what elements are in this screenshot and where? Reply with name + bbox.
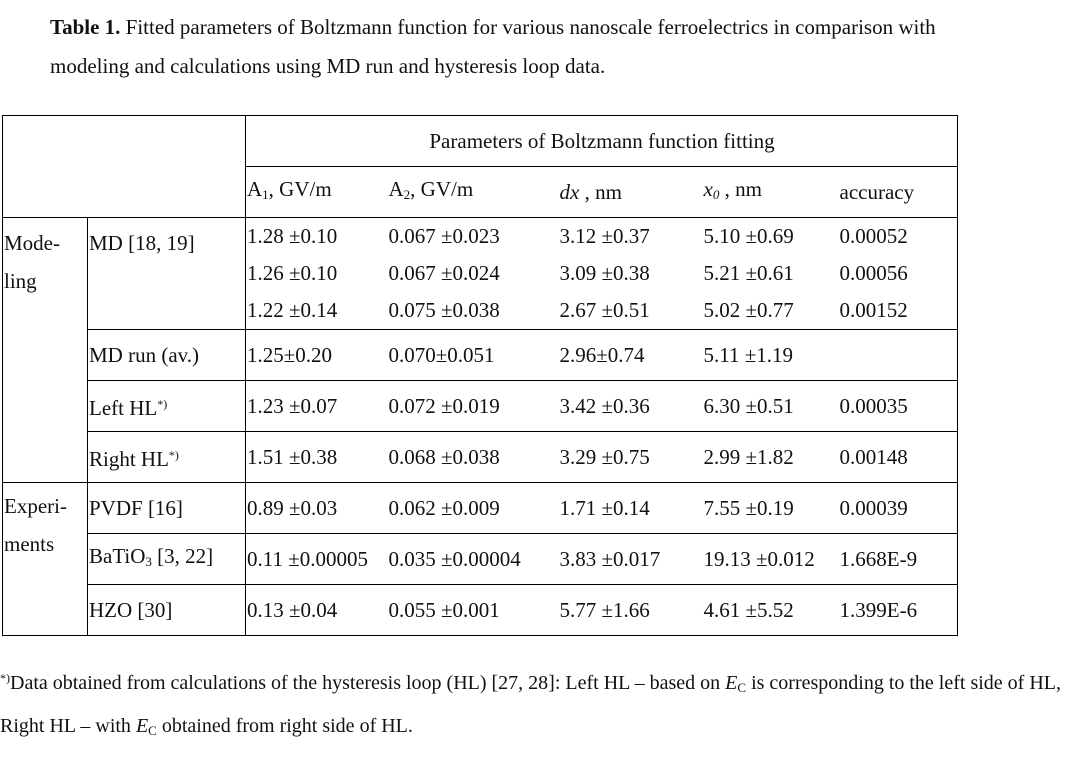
cell-lefthl-a2: 0.072 ±0.019 <box>387 380 559 432</box>
cell-pvdf-dx: 1.71 ±0.14 <box>558 482 703 534</box>
cell-pvdf-accuracy: 0.00039 <box>838 482 958 534</box>
cell-md-1-accuracy: 0.00052 <box>838 217 958 255</box>
cell-pvdf-a2: 0.062 ±0.009 <box>387 482 559 534</box>
cell-righthl-x0: 2.99 ±1.82 <box>702 431 839 483</box>
cell-pvdf-a1: 0.89 ±0.03 <box>245 482 388 534</box>
cell-righthl-a2: 0.068 ±0.038 <box>387 431 559 483</box>
cell-md-3-x0: 5.02 ±0.77 <box>703 298 794 322</box>
row-label-hzo: HZO [30] <box>87 584 246 636</box>
cell-mdrun-a2: 0.070±0.051 <box>387 329 559 381</box>
cell-hzo-dx: 5.77 ±1.66 <box>558 584 703 636</box>
footnote-text-2: is corresponding to the left side of HL,… <box>0 672 1061 737</box>
footnote-ec-sub-1: C <box>737 680 747 695</box>
cell-batio-accuracy: 1.668E-9 <box>838 533 958 585</box>
cell-lefthl-a1: 1.23 ±0.07 <box>245 380 388 432</box>
cell-md-1-dx: 3.12 ±0.37 <box>558 217 703 255</box>
cell-md-3-accuracy: 0.00152 <box>838 292 958 330</box>
col-header-a1: A1, GV/m <box>247 177 332 202</box>
cell-md-3-a1: 1.22 ±0.14 <box>245 292 388 330</box>
cell-hzo-x0: 4.61 ±5.52 <box>702 584 839 636</box>
row-label-pvdf: PVDF [16] <box>87 482 246 534</box>
caption-text: Fitted parameters of Boltzmann function … <box>50 15 936 78</box>
footnote-ec-sub-2: C <box>148 723 157 738</box>
group-header: Parameters of Boltzmann function fitting <box>245 115 958 167</box>
cell-md-2-dx: 3.09 ±0.38 <box>559 261 650 285</box>
cell-mdrun-accuracy <box>838 329 958 381</box>
row-label-batio3: BaTiO3 [3, 22] <box>87 533 246 585</box>
cell-md-2-accuracy: 0.00056 <box>838 255 958 292</box>
cell-righthl-a1: 1.51 ±0.38 <box>245 431 388 483</box>
footnote-text-3: obtained from right side of HL. <box>156 715 413 737</box>
cell-lefthl-x0: 6.30 ±0.51 <box>702 380 839 432</box>
col-header-dx: dx , nm <box>559 179 622 204</box>
cell-md-2-x0: 5.21 ±0.61 <box>703 261 794 285</box>
cell-righthl-dx: 3.29 ±0.75 <box>558 431 703 483</box>
footnote-ec-symbol-1: E <box>725 672 738 694</box>
cell-batio-a1: 0.11 ±0.00005 <box>245 533 388 585</box>
cell-batio-x0: 19.13 ±0.012 <box>702 533 839 585</box>
section-label-modeling: Mode- ling <box>2 217 88 483</box>
cell-lefthl-dx: 3.42 ±0.36 <box>558 380 703 432</box>
cell-mdrun-dx: 2.96±0.74 <box>558 329 703 381</box>
cell-hzo-a2: 0.055 ±0.001 <box>387 584 559 636</box>
cell-hzo-a1: 0.13 ±0.04 <box>245 584 388 636</box>
row-label-md: MD [18, 19] <box>87 217 246 330</box>
caption-label: Table 1. <box>50 15 121 39</box>
cell-hzo-accuracy: 1.399E-6 <box>838 584 958 636</box>
cell-md-3-dx: 2.67 ±0.51 <box>559 298 650 322</box>
cell-md-1-a2: 0.067 ±0.023 <box>387 217 559 255</box>
parameters-table: Parameters of Boltzmann function fitting… <box>2 115 958 636</box>
cell-pvdf-x0: 7.55 ±0.19 <box>702 482 839 534</box>
cell-batio-a2: 0.035 ±0.00004 <box>387 533 559 585</box>
cell-md-2-a2: 0.067 ±0.024 <box>388 261 500 285</box>
empty-corner-cell <box>2 115 246 218</box>
cell-md-2-a1: 1.26 ±0.10 <box>245 255 388 292</box>
table-footnote: *)Data obtained from calculations of the… <box>0 659 1085 750</box>
section-label-experiments: Experi- ments <box>2 482 88 636</box>
cell-mdrun-a1: 1.25±0.20 <box>245 329 388 381</box>
row-label-right-hl: Right HL*) <box>87 431 246 483</box>
cell-righthl-accuracy: 0.00148 <box>838 431 958 483</box>
row-label-left-hl: Left HL*) <box>87 380 246 432</box>
footnote-text-1: Data obtained from calculations of the h… <box>10 672 726 694</box>
row-label-md-run: MD run (av.) <box>87 329 246 381</box>
col-header-x0: x0 , nm <box>703 177 762 202</box>
col-header-accuracy: accuracy <box>838 166 958 218</box>
footnote-mark: *) <box>0 671 10 685</box>
cell-md-1-x0: 5.10 ±0.69 <box>702 217 839 255</box>
cell-mdrun-x0: 5.11 ±1.19 <box>702 329 839 381</box>
cell-lefthl-accuracy: 0.00035 <box>838 380 958 432</box>
cell-batio-dx: 3.83 ±0.017 <box>558 533 703 585</box>
col-header-a2: A2, GV/m <box>388 177 474 202</box>
table-caption: Table 1. Fitted parameters of Boltzmann … <box>50 8 1010 86</box>
cell-md-3-a2: 0.075 ±0.038 <box>388 298 500 322</box>
cell-md-1-a1: 1.28 ±0.10 <box>245 217 388 255</box>
footnote-ec-symbol-2: E <box>135 715 149 737</box>
